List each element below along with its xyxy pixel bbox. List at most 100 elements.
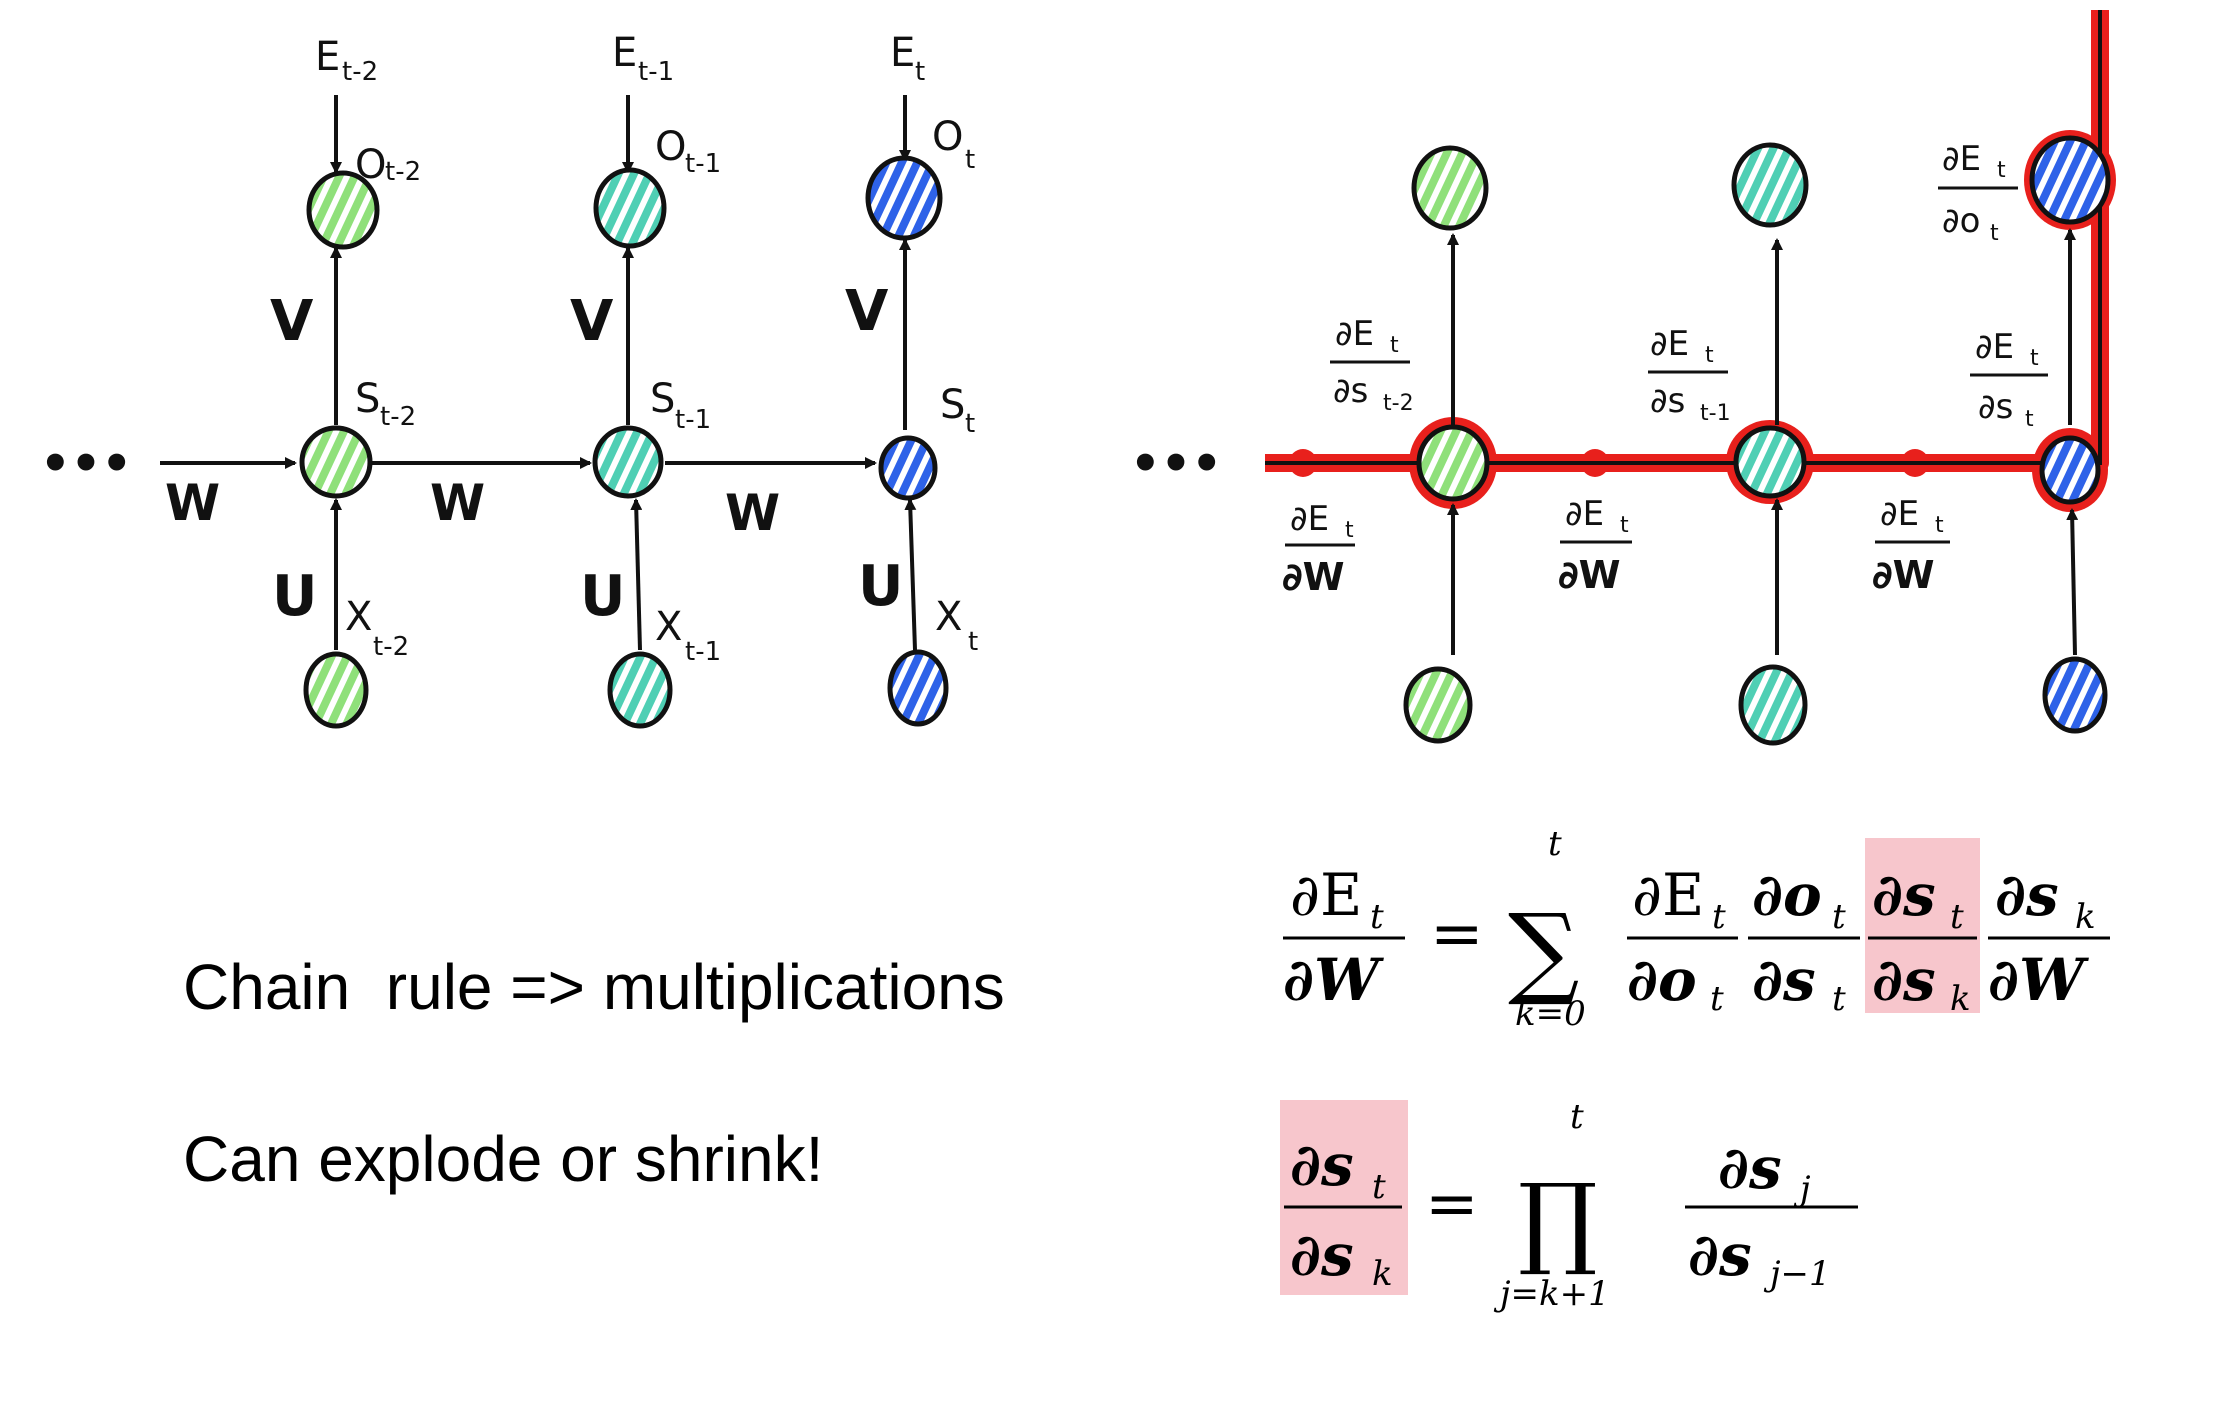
highlight-ds-t-ds-k-eq1 — [1865, 838, 1980, 1013]
svg-text:t: t — [1345, 518, 1354, 543]
svg-text:∂s: ∂s — [1872, 861, 1936, 929]
v-label-t-2: V — [270, 289, 314, 354]
x-label-t-1: X — [655, 604, 682, 650]
svg-text:t: t — [1390, 333, 1399, 358]
svg-text:∂W: ∂W — [1872, 553, 1935, 597]
caption-chain-rule: Chain rule => multiplications — [183, 951, 1005, 1023]
s-label-t-2: S — [355, 376, 380, 422]
x-label-t: X — [935, 594, 962, 640]
svg-text:t: t — [1997, 158, 2006, 183]
svg-text:k=0: k=0 — [1515, 994, 1586, 1034]
o-label-t: O — [932, 114, 963, 160]
svg-text:∂s: ∂s — [1872, 946, 1936, 1014]
svg-text:∂W: ∂W — [1283, 946, 1384, 1014]
svg-text:=: = — [1425, 1167, 1479, 1241]
svg-text:t: t — [1712, 897, 1726, 937]
svg-text:t: t — [1950, 897, 1964, 937]
svg-text:t-2: t-2 — [1383, 391, 1414, 416]
w-label-2: W — [430, 474, 485, 532]
grad-label-ds-t: ∂E t ∂s t — [1970, 327, 2048, 432]
w-label-3: W — [725, 484, 780, 542]
svg-text:t: t — [1710, 979, 1724, 1019]
svg-text:∂s: ∂s — [1333, 371, 1368, 411]
svg-text:∂E: ∂E — [1942, 139, 1981, 179]
input-node-t-2 — [303, 651, 369, 729]
svg-text:∂E: ∂E — [1975, 327, 2014, 367]
grad-label-dw-3: ∂E t ∂W — [1872, 494, 1950, 597]
svg-text:∂s: ∂s — [1290, 1221, 1354, 1289]
grad-label-ds-t-1: ∂E t ∂s t-1 — [1648, 324, 1731, 426]
svg-text:t-2: t-2 — [373, 632, 409, 662]
svg-text:∂E: ∂E — [1565, 494, 1604, 534]
r-input-node-t-2 — [1403, 666, 1473, 744]
svg-text:t: t — [2025, 407, 2034, 432]
svg-text:∑: ∑ — [1508, 892, 1579, 1009]
gradient-path — [1265, 10, 2116, 512]
svg-text:t: t — [965, 145, 975, 175]
equation-dE-dW: ∂E t ∂W = ∑ t k=0 ∂E t ∂o t ∂o t ∂s t ∂s… — [1283, 824, 2110, 1034]
state-node-t — [878, 435, 938, 501]
svg-text:k: k — [2075, 897, 2096, 937]
svg-text:∂s: ∂s — [1978, 387, 2013, 427]
r-input-node-t — [2042, 656, 2108, 734]
output-node-t — [865, 155, 943, 241]
r-state-node-t-1 — [1733, 425, 1807, 499]
state-node-t-1 — [592, 425, 664, 499]
svg-text:t-1: t-1 — [685, 637, 721, 667]
svg-text:t-2: t-2 — [385, 157, 421, 187]
x-label-t-2: X — [345, 594, 372, 640]
svg-text:t: t — [1548, 824, 1562, 864]
svg-text:t: t — [1570, 1097, 1584, 1137]
svg-text:j=k+1: j=k+1 — [1493, 1274, 1610, 1314]
svg-text:∂s: ∂s — [1290, 1131, 1354, 1199]
svg-text:j−1: j−1 — [1763, 1254, 1831, 1294]
output-node-t-2 — [306, 170, 380, 250]
svg-text:t-1: t-1 — [685, 149, 721, 179]
svg-text:∏: ∏ — [1518, 1162, 1598, 1279]
s-label-t-1: S — [650, 376, 675, 422]
r-state-node-t-2 — [1416, 424, 1490, 502]
svg-text:t-2: t-2 — [380, 402, 416, 432]
s-label-t: S — [940, 382, 965, 428]
r-input-node-t-1 — [1738, 664, 1808, 746]
svg-text:∂s: ∂s — [1718, 1134, 1782, 1202]
left-column-t-1: E t-1 O t-1 S t-1 X t-1 V U — [570, 30, 721, 729]
svg-text:∂s: ∂s — [1995, 861, 2059, 929]
svg-text:∂W: ∂W — [1282, 555, 1345, 599]
svg-text:∂o: ∂o — [1752, 861, 1822, 929]
o-label-t-2: O — [355, 142, 386, 188]
svg-text:∂E: ∂E — [1290, 861, 1362, 929]
u-label-t: U — [858, 554, 903, 619]
svg-text:t: t — [915, 57, 925, 87]
svg-text:t: t — [2030, 346, 2039, 371]
svg-text:t-1: t-1 — [1700, 401, 1731, 426]
e-label-t-2: E — [315, 34, 340, 80]
equation-ds-product: ∂s t ∂s k = ∏ t j=k+1 ∂s j ∂s j−1 — [1280, 1097, 1858, 1314]
r-output-node-t-1 — [1731, 142, 1809, 228]
o-label-t-1: O — [655, 124, 686, 170]
state-node-t-2 — [299, 425, 373, 499]
svg-text:k: k — [1372, 1254, 1393, 1294]
caption-explode-shrink: Can explode or shrink! — [183, 1123, 824, 1195]
svg-text:t: t — [1990, 221, 1999, 246]
svg-text:∂o: ∂o — [1627, 946, 1697, 1014]
r-output-node-t-2 — [1411, 145, 1489, 231]
svg-text:∂E: ∂E — [1290, 499, 1329, 539]
svg-text:∂s: ∂s — [1688, 1221, 1752, 1289]
r-state-node-t — [2039, 435, 2101, 505]
svg-text:t-1: t-1 — [675, 405, 711, 435]
grad-label-dw-1: ∂E t ∂W — [1282, 499, 1355, 599]
right-backprop-diagram: ••• ∂E t — [1130, 10, 2116, 746]
left-ellipsis: ••• — [40, 436, 132, 492]
svg-text:∂E: ∂E — [1880, 494, 1919, 534]
v-label-t: V — [845, 279, 889, 344]
grad-label-ds-t-2: ∂E t ∂s t-2 — [1330, 314, 1414, 416]
svg-text:t: t — [1832, 897, 1846, 937]
input-node-t — [887, 649, 949, 727]
e-label-t-1: E — [612, 30, 637, 76]
v-label-t-1: V — [570, 289, 614, 354]
svg-text:t: t — [1832, 979, 1846, 1019]
svg-text:∂W: ∂W — [1988, 946, 2089, 1014]
input-node-t-1 — [607, 651, 673, 729]
